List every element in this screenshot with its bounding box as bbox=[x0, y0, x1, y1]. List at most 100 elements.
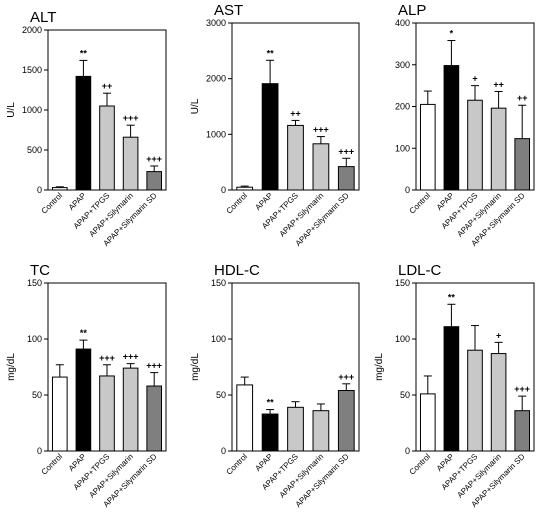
x-tick-label: APAP bbox=[67, 191, 88, 212]
bar bbox=[312, 410, 330, 452]
y-axis-label: mg/dL bbox=[190, 353, 201, 381]
y-tick-label: 0 bbox=[37, 446, 42, 456]
significance-label: +++ bbox=[146, 154, 162, 164]
y-tick-label: 2000 bbox=[22, 25, 42, 35]
y-axis-label: mg/dL bbox=[374, 353, 385, 381]
panel-title: LDL-C bbox=[398, 262, 442, 279]
x-tick-label: Control bbox=[408, 191, 433, 216]
x-tick-label: Control bbox=[40, 452, 65, 477]
bar bbox=[287, 124, 304, 191]
y-tick-label: 200 bbox=[395, 102, 410, 112]
y-tick-label: 150 bbox=[27, 278, 42, 288]
significance-label: ** bbox=[267, 48, 275, 58]
x-tick-label: APAP bbox=[253, 191, 274, 212]
x-tick-label: APAP+Silymarin bbox=[278, 452, 326, 500]
bar bbox=[287, 406, 304, 452]
x-tick-label: APAP bbox=[253, 452, 274, 473]
y-tick-label: 1000 bbox=[22, 105, 42, 115]
significance-label: ++ bbox=[517, 93, 528, 103]
y-axis-label: U/L bbox=[6, 102, 17, 118]
significance-label: ** bbox=[80, 328, 88, 338]
significance-label: * bbox=[450, 29, 454, 39]
x-tick-label: Control bbox=[225, 191, 250, 216]
significance-label: +++ bbox=[514, 384, 530, 394]
bar bbox=[443, 65, 460, 191]
bar bbox=[75, 348, 92, 452]
bar bbox=[99, 105, 115, 191]
y-tick-label: 300 bbox=[395, 60, 410, 70]
y-tick-label: 50 bbox=[32, 390, 42, 400]
y-tick-label: 100 bbox=[395, 334, 410, 344]
significance-label: +++ bbox=[338, 372, 354, 382]
y-tick-label: 1500 bbox=[22, 65, 42, 75]
panel-title: HDL-C bbox=[214, 262, 260, 279]
bar bbox=[236, 186, 254, 191]
x-tick-label: APAP bbox=[67, 452, 88, 473]
y-axis-label: mg/dL bbox=[6, 353, 17, 381]
panel-tc: TCmg/dL050100150Control**APAP+++APAP+TPG… bbox=[6, 262, 167, 509]
panel-title: ALP bbox=[398, 2, 426, 19]
bar bbox=[490, 107, 507, 191]
significance-label: ** bbox=[80, 48, 88, 58]
significance-label: + bbox=[496, 330, 501, 340]
significance-label: ++ bbox=[102, 81, 113, 91]
y-tick-label: 500 bbox=[27, 145, 42, 155]
bar bbox=[75, 75, 92, 191]
y-tick-label: 400 bbox=[395, 18, 410, 28]
bar bbox=[99, 375, 115, 452]
y-tick-label: 0 bbox=[405, 446, 410, 456]
bar bbox=[419, 393, 436, 452]
x-tick-label: APAP bbox=[435, 191, 456, 212]
bar bbox=[146, 385, 163, 452]
bar bbox=[514, 410, 531, 452]
y-tick-label: 2000 bbox=[206, 74, 226, 84]
bar bbox=[419, 103, 436, 191]
panel-alt: ALTU/L0500100015002000Control**APAP++APA… bbox=[6, 9, 167, 248]
significance-label: +++ bbox=[123, 352, 139, 362]
x-tick-label: APAP+Silymarin bbox=[278, 191, 326, 239]
y-tick-label: 3000 bbox=[206, 18, 226, 28]
x-tick-label: Control bbox=[408, 452, 433, 477]
bar bbox=[514, 138, 531, 191]
significance-label: ++ bbox=[290, 108, 301, 118]
bar bbox=[467, 349, 483, 452]
y-tick-label: 0 bbox=[221, 185, 226, 195]
y-tick-label: 150 bbox=[395, 278, 410, 288]
y-tick-label: 0 bbox=[37, 185, 42, 195]
y-tick-label: 100 bbox=[27, 334, 42, 344]
x-tick-label: Control bbox=[225, 452, 250, 477]
significance-label: ++ bbox=[493, 79, 504, 89]
panel-title: ALT bbox=[30, 9, 56, 26]
significance-label: +++ bbox=[123, 113, 139, 123]
y-tick-label: 100 bbox=[395, 143, 410, 153]
panel-alp: ALP0100200300400Control*APAP+APAP+TPGS++… bbox=[395, 2, 535, 248]
bar bbox=[261, 83, 279, 191]
y-axis-label: U/L bbox=[190, 98, 201, 114]
bar bbox=[443, 326, 460, 452]
bar bbox=[490, 353, 507, 452]
y-tick-label: 150 bbox=[211, 278, 226, 288]
y-tick-label: 50 bbox=[400, 390, 410, 400]
panel-hdl-c: HDL-Cmg/dL050100150Control**APAPAPAP+TPG… bbox=[190, 262, 360, 509]
bar bbox=[146, 171, 163, 191]
bar bbox=[261, 413, 279, 452]
x-tick-label: APAP bbox=[435, 452, 456, 473]
panel-ast: ASTU/L0100020003000Control**APAP++APAP+T… bbox=[190, 2, 360, 248]
significance-label: ** bbox=[448, 292, 456, 302]
bar bbox=[337, 390, 355, 452]
bar bbox=[467, 99, 483, 191]
bar bbox=[122, 136, 139, 191]
significance-label: +++ bbox=[313, 125, 329, 135]
significance-label: +++ bbox=[146, 361, 162, 371]
panel-title: TC bbox=[30, 262, 50, 279]
bar bbox=[236, 384, 254, 452]
significance-label: +++ bbox=[99, 353, 115, 363]
bar bbox=[51, 187, 68, 191]
bar bbox=[51, 376, 68, 452]
x-tick-label: Control bbox=[40, 191, 65, 216]
panel-ldl-c: LDL-Cmg/dL050100150Control**APAPAPAP+TPG… bbox=[374, 262, 535, 509]
bar bbox=[312, 143, 330, 191]
y-tick-label: 0 bbox=[405, 185, 410, 195]
bar bbox=[122, 367, 139, 452]
